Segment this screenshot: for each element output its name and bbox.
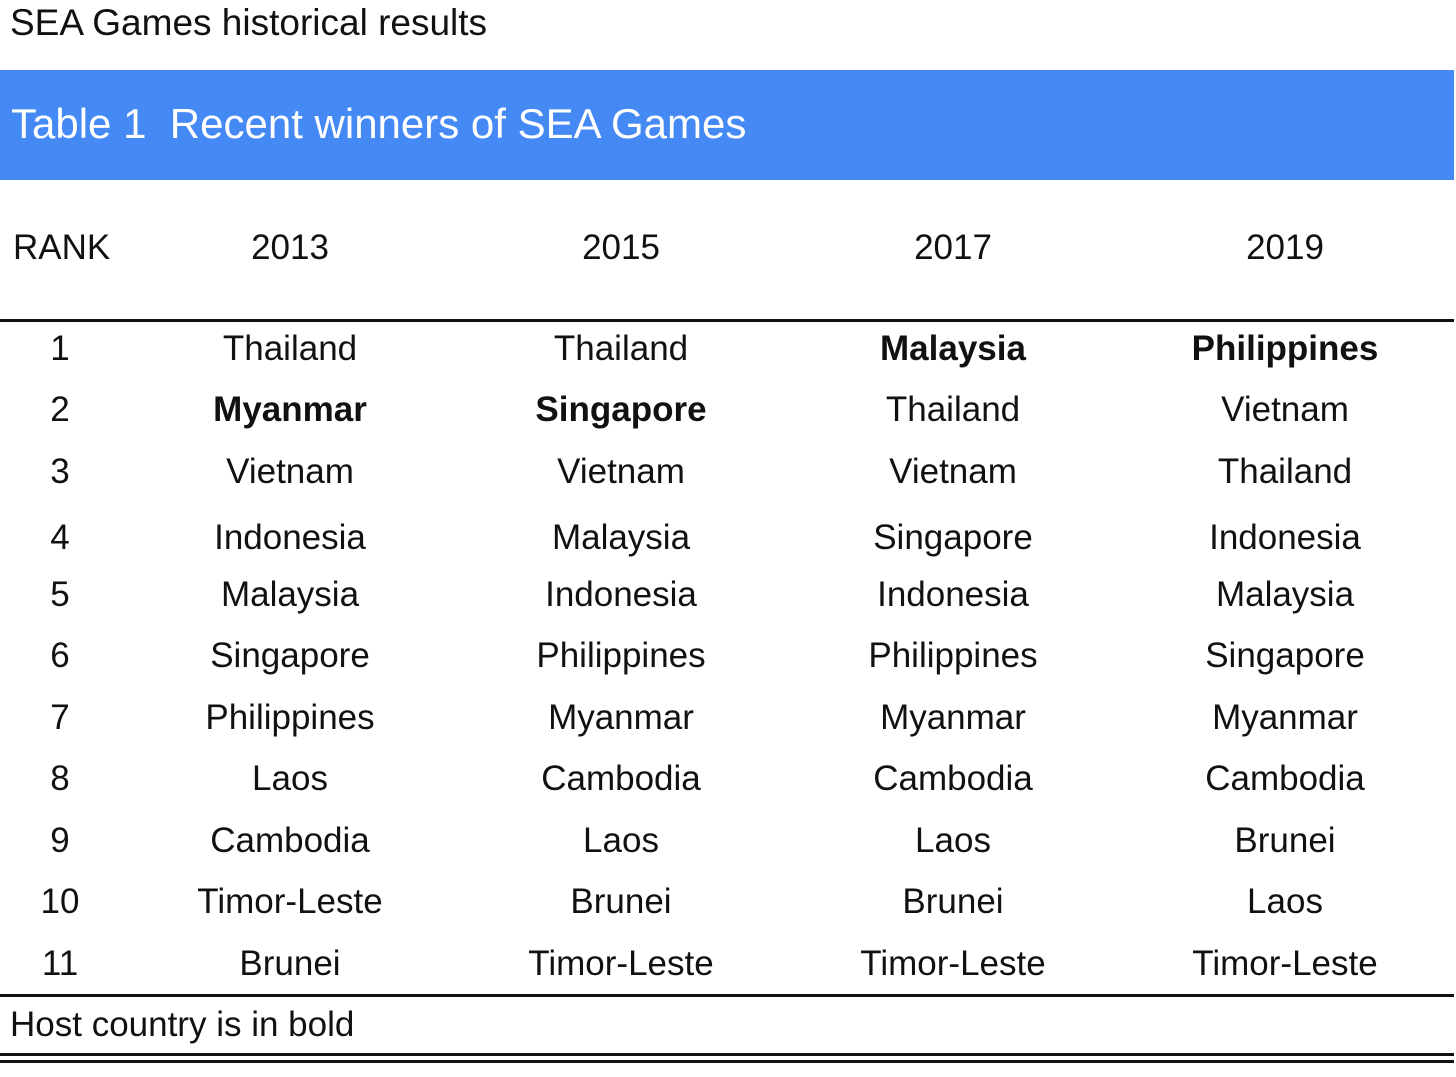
country-cell: Thailand [885, 390, 1021, 429]
country-cell: Brunei [1234, 821, 1336, 860]
column-header-year: 2017 [914, 228, 992, 267]
country-cell: Thailand [1217, 452, 1353, 491]
country-cell: Singapore [873, 518, 1033, 557]
country-cell: Malaysia [220, 575, 360, 614]
country-cell: Myanmar [548, 698, 694, 737]
country-cell: Laos [1247, 882, 1323, 921]
country-cell-host: Singapore [535, 390, 707, 429]
page-title: SEA Games historical results [10, 2, 488, 43]
country-cell: Timor-Leste [1192, 944, 1378, 983]
double-rule-lower [0, 1060, 1454, 1063]
country-cell: Cambodia [873, 759, 1033, 798]
rank-cell: 7 [50, 698, 70, 737]
country-cell: Laos [252, 759, 328, 798]
country-cell: Malaysia [1215, 575, 1355, 614]
country-cell: Indonesia [877, 575, 1029, 614]
country-cell: Singapore [210, 636, 370, 675]
rank-cell: 11 [41, 944, 79, 983]
country-cell: Thailand [553, 329, 689, 368]
rank-cell: 6 [50, 636, 70, 675]
column-header-year: 2015 [582, 228, 660, 267]
table-footnote: Host country is in bold [10, 1005, 355, 1044]
country-cell: Thailand [222, 329, 358, 368]
country-cell: Philippines [868, 636, 1038, 675]
country-cell: Brunei [902, 882, 1004, 921]
table-number: Table 1 [11, 100, 147, 147]
country-cell-host: Philippines [1191, 329, 1379, 368]
table-caption: Table 1 Recent winners of SEA Games [11, 96, 746, 152]
country-cell: Indonesia [214, 518, 366, 557]
country-cell: Brunei [239, 944, 341, 983]
column-header-rank: RANK [13, 228, 111, 267]
table-bottom-divider [0, 994, 1454, 997]
country-cell: Myanmar [880, 698, 1026, 737]
country-cell: Indonesia [545, 575, 697, 614]
country-cell: Vietnam [889, 452, 1017, 491]
table-caption-banner [0, 70, 1454, 180]
country-cell: Cambodia [1205, 759, 1365, 798]
table-title: Recent winners of SEA Games [169, 100, 747, 147]
rank-cell: 4 [50, 518, 70, 557]
rank-cell: 3 [50, 452, 70, 491]
country-cell: Vietnam [1221, 390, 1349, 429]
country-cell: Cambodia [210, 821, 370, 860]
header-divider [0, 319, 1454, 322]
country-cell: Cambodia [541, 759, 701, 798]
country-cell: Philippines [536, 636, 706, 675]
rank-cell: 9 [50, 821, 70, 860]
country-cell: Singapore [1205, 636, 1365, 675]
rank-cell: 1 [50, 329, 70, 368]
country-cell: Philippines [205, 698, 375, 737]
country-cell: Vietnam [226, 452, 354, 491]
rank-cell: 5 [50, 575, 70, 614]
country-cell: Timor-Leste [197, 882, 383, 921]
country-cell: Laos [915, 821, 991, 860]
double-rule-upper [0, 1053, 1454, 1056]
caption-gap [146, 100, 169, 147]
country-cell: Indonesia [1209, 518, 1361, 557]
country-cell: Laos [583, 821, 659, 860]
column-header-year: 2019 [1246, 228, 1324, 267]
country-cell: Myanmar [1212, 698, 1358, 737]
country-cell: Vietnam [557, 452, 685, 491]
column-header-year: 2013 [251, 228, 329, 267]
country-cell: Malaysia [551, 518, 691, 557]
country-cell: Timor-Leste [528, 944, 714, 983]
country-cell: Brunei [570, 882, 672, 921]
country-cell-host: Myanmar [213, 390, 367, 429]
country-cell-host: Malaysia [880, 329, 1026, 368]
rank-cell: 2 [50, 390, 70, 429]
rank-cell: 10 [40, 882, 80, 921]
country-cell: Timor-Leste [860, 944, 1046, 983]
rank-cell: 8 [50, 759, 70, 798]
